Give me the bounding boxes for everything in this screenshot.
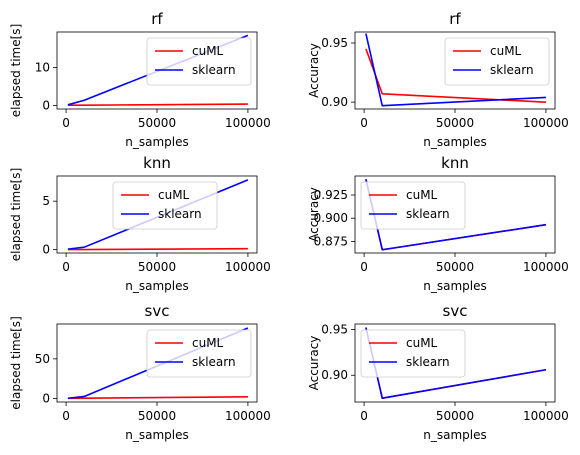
legend-box xyxy=(112,181,218,230)
subplot-title: knn xyxy=(441,154,469,172)
x-tick-label: 50000 xyxy=(138,260,176,274)
subplot-title: svc xyxy=(443,302,468,320)
subplot-4: 0 50000 100000 0.875 0.900 0.925 knn n_samples A… xyxy=(307,154,569,293)
y-tick-label: 0.95 xyxy=(321,322,348,336)
x-tick-label: 100000 xyxy=(225,409,271,423)
subplot-6: 0 50000 100000 0.90 0.95 svc n_samples Accuracy… xyxy=(307,302,569,442)
y-axis-label: elapsed time[s] xyxy=(9,168,23,261)
y-axis-label: elapsed time[s] xyxy=(9,316,23,409)
legend-label-cuml: cuML xyxy=(406,336,438,350)
x-tick-label: 100000 xyxy=(523,409,569,423)
x-tick-label: 50000 xyxy=(138,409,176,423)
y-tick-label: 0 xyxy=(42,99,50,113)
subplot-title: knn xyxy=(143,154,171,172)
legend: cuML sklearn xyxy=(360,181,466,230)
y-tick-label: 0.95 xyxy=(321,36,348,50)
series-line-sklearn xyxy=(365,33,546,107)
legend: cuML sklearn xyxy=(146,37,252,86)
x-tick-label: 0 xyxy=(62,116,70,130)
subplot-title: rf xyxy=(449,10,461,28)
x-tick-label: 100000 xyxy=(523,260,569,274)
subplot-5: 0 50000 100000 0 50 svc n_samples elapsed time[… xyxy=(9,302,271,442)
series-line-cuml xyxy=(67,396,248,400)
x-tick-label: 0 xyxy=(62,409,70,423)
subplot-title: rf xyxy=(151,10,163,28)
y-tick-label: 0.90 xyxy=(321,368,348,382)
x-axis-label: n_samples xyxy=(125,135,189,149)
x-axis-label: n_samples xyxy=(125,279,189,293)
y-tick-label: 50 xyxy=(35,352,50,366)
legend: cuML sklearn xyxy=(360,329,466,378)
legend-box xyxy=(146,37,252,86)
x-tick-label: 50000 xyxy=(436,116,474,130)
x-axis-label: n_samples xyxy=(423,279,487,293)
subplot-1: 0 50000 100000 0 10 rf n_samples elapsed time[s… xyxy=(9,10,271,149)
legend-label-cuml: cuML xyxy=(490,44,522,58)
legend-label-sklearn: sklearn xyxy=(406,207,450,221)
legend-box xyxy=(360,181,466,230)
legend-box xyxy=(444,37,550,86)
y-tick-label: 10 xyxy=(35,60,50,74)
legend-label-sklearn: sklearn xyxy=(158,207,202,221)
x-tick-label: 50000 xyxy=(138,116,176,130)
series-line-cuml xyxy=(67,247,248,251)
x-tick-label: 50000 xyxy=(436,409,474,423)
y-tick-label: 0 xyxy=(42,243,50,257)
legend: cuML sklearn xyxy=(444,37,550,86)
y-tick-label: 0.875 xyxy=(314,234,348,248)
legend-label-sklearn: sklearn xyxy=(192,355,236,369)
legend-label-cuml: cuML xyxy=(158,188,190,202)
y-axis-label: Accuracy xyxy=(307,187,321,242)
y-tick-label: 0.925 xyxy=(314,188,348,202)
x-axis-label: n_samples xyxy=(423,135,487,149)
y-tick-label: 0.900 xyxy=(314,211,348,225)
series-line-cuml xyxy=(67,103,248,106)
legend: cuML sklearn xyxy=(146,329,252,378)
x-tick-label: 100000 xyxy=(523,116,569,130)
x-tick-label: 0 xyxy=(360,260,368,274)
y-axis-label: elapsed time[s] xyxy=(9,24,23,117)
legend-label-sklearn: sklearn xyxy=(192,63,236,77)
legend-label-cuml: cuML xyxy=(192,336,224,350)
x-tick-label: 100000 xyxy=(225,260,271,274)
subplot-2: 0 50000 100000 0.90 0.95 rf n_samples Accuracy c… xyxy=(307,10,569,149)
x-tick-label: 0 xyxy=(360,409,368,423)
legend-box xyxy=(146,329,252,378)
x-tick-label: 0 xyxy=(360,116,368,130)
legend: cuML sklearn xyxy=(112,181,218,230)
x-tick-label: 0 xyxy=(62,260,70,274)
legend-box xyxy=(360,329,466,378)
x-axis-label: n_samples xyxy=(423,428,487,442)
y-axis-label: Accuracy xyxy=(307,336,321,391)
y-tick-label: 0.90 xyxy=(321,95,348,109)
x-tick-label: 100000 xyxy=(225,116,271,130)
legend-label-cuml: cuML xyxy=(406,188,438,202)
legend-label-sklearn: sklearn xyxy=(406,355,450,369)
legend-label-sklearn: sklearn xyxy=(490,63,534,77)
subplot-3: 0 50000 100000 0 5 knn n_samples elapsed time[s… xyxy=(9,154,271,293)
legend-label-cuml: cuML xyxy=(192,44,224,58)
x-axis-label: n_samples xyxy=(125,428,189,442)
subplot-title: svc xyxy=(145,302,170,320)
y-axis-label: Accuracy xyxy=(307,43,321,98)
x-tick-label: 50000 xyxy=(436,260,474,274)
y-tick-label: 5 xyxy=(42,194,50,208)
y-tick-label: 0 xyxy=(42,391,50,405)
